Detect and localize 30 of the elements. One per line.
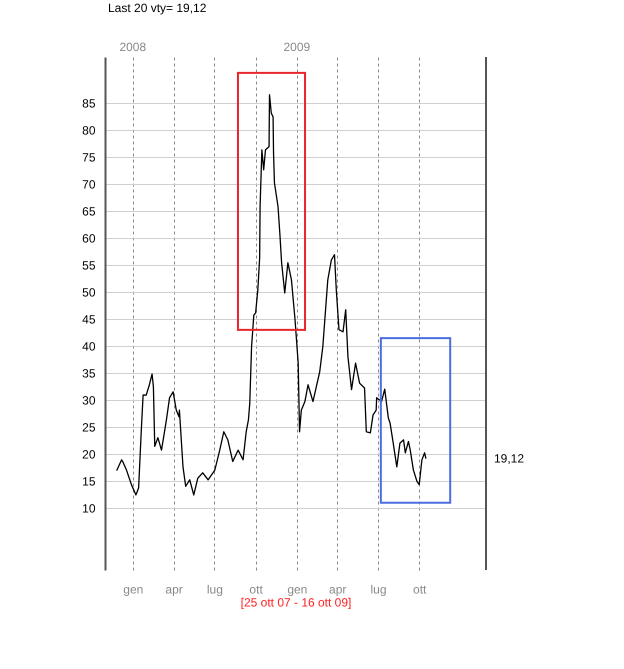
- y-tick-label: 50: [82, 285, 96, 300]
- y-tick-label: 15: [82, 474, 96, 488]
- text: 19,12: [494, 452, 524, 466]
- y-tick-label: 55: [82, 258, 96, 272]
- y-tick-label: 80: [82, 123, 96, 138]
- y-tick-label: 30: [82, 393, 96, 408]
- line-series: [116, 94, 427, 496]
- x-tick-label: ott: [413, 582, 428, 596]
- y-tick-label: 85: [82, 96, 96, 110]
- x-tick-label: ott: [249, 582, 264, 596]
- x-tick-label: apr: [329, 582, 346, 596]
- x-tick-label: apr: [165, 582, 183, 596]
- x-axis-title: [25 ott 07 - 16 ott 09]: [240, 596, 352, 610]
- x2-tick-label: 2009: [283, 40, 311, 54]
- y-tick-label: 10: [82, 501, 96, 516]
- x-tick-label: gen: [123, 582, 144, 596]
- y-tick-label: 60: [82, 231, 96, 246]
- x-tick-label: gen: [287, 582, 308, 596]
- x-tick-label: lug: [370, 582, 386, 596]
- chart-title: Last 20 vty= 19,12: [108, 1, 207, 15]
- y-tick-label: 35: [82, 366, 96, 380]
- x2-tick-label: 2008: [119, 40, 146, 54]
- y-tick-label: 25: [82, 420, 96, 434]
- y-tick-label: 40: [82, 339, 96, 354]
- y-tick-label: 45: [82, 312, 96, 326]
- x-tick-label: lug: [206, 582, 223, 596]
- y-tick-label: 20: [82, 447, 96, 462]
- y-tick-label: 70: [82, 177, 96, 192]
- y-tick-label: 65: [82, 204, 96, 218]
- y-tick-label: 75: [82, 150, 96, 164]
